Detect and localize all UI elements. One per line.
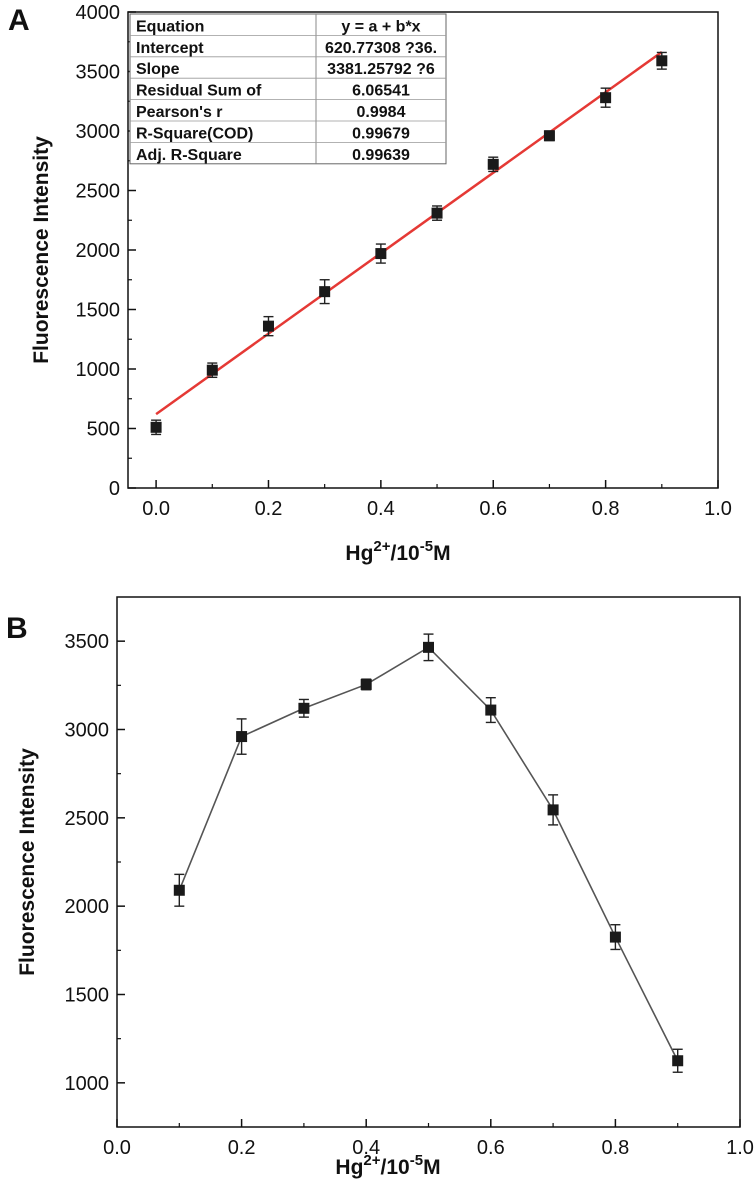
x-axis-label-a: Hg2+/10-5M xyxy=(345,538,450,565)
marker xyxy=(609,931,621,943)
marker xyxy=(360,678,372,690)
stats-table-value: 3381.25792 ?6 xyxy=(327,61,435,78)
stats-table-frame xyxy=(129,13,447,165)
marker xyxy=(543,130,555,142)
data-point xyxy=(672,1048,684,1073)
panel-label-b: B xyxy=(6,612,28,645)
y-tick-label: 500 xyxy=(87,419,120,441)
marker xyxy=(423,641,434,653)
x-tick-label: 0.2 xyxy=(228,1137,256,1159)
x-axis-label-b: Hg2+/10-5M xyxy=(335,1152,440,1179)
fit-line-a xyxy=(155,50,663,416)
data-point xyxy=(319,279,331,305)
y-tick-label: 0 xyxy=(109,478,120,500)
y-axis-b: 1000 1500 2000 2500 3000 3500 xyxy=(65,631,125,1095)
data-point xyxy=(543,130,555,142)
x-tick-label: 0.6 xyxy=(477,1137,505,1159)
marker xyxy=(173,884,185,896)
x-tick-label: 0.4 xyxy=(367,498,395,520)
stats-table-value: 620.77308 ?36. xyxy=(325,40,437,57)
y-tick-label: 1000 xyxy=(65,1073,110,1095)
y-tick-label: 2000 xyxy=(65,896,110,918)
marker xyxy=(672,1055,684,1067)
data-point xyxy=(173,873,185,907)
data-point xyxy=(236,718,248,755)
marker xyxy=(547,804,559,816)
x-tick-label: 0.4 xyxy=(352,1137,380,1159)
stats-table-key: Intercept xyxy=(136,40,204,57)
y-axis-label-a: Fluorescence Intensity xyxy=(30,136,53,364)
stats-table: Equation y = a + b*x Intercept 620.77308 ?3… xyxy=(129,13,447,165)
panel-label-a: A xyxy=(8,4,30,37)
x-tick-label: 0.0 xyxy=(142,498,170,520)
marker xyxy=(150,421,162,433)
data-point xyxy=(600,87,612,108)
marker xyxy=(375,248,387,260)
marker xyxy=(600,92,612,104)
marker xyxy=(206,364,218,376)
data-point xyxy=(375,243,387,264)
x-tick-label: 0.6 xyxy=(479,498,507,520)
data-points-b xyxy=(173,633,684,1073)
y-tick-label: 2000 xyxy=(76,240,121,262)
marker xyxy=(236,731,248,743)
x-tick-label: 1.0 xyxy=(704,498,732,520)
series-line-b xyxy=(178,646,679,1062)
data-points-a xyxy=(150,51,668,436)
x-tick-label: 1.0 xyxy=(726,1137,754,1159)
marker xyxy=(487,158,499,170)
y-tick-label: 3000 xyxy=(65,720,110,742)
plot-frame-b xyxy=(116,596,741,1128)
y-tick-label: 2500 xyxy=(76,181,121,203)
y-axis-label-b: Fluorescence Intensity xyxy=(16,748,39,976)
data-point xyxy=(609,924,621,951)
stats-table-key: Equation xyxy=(136,18,204,35)
x-tick-label: 0.8 xyxy=(601,1137,629,1159)
y-tick-label: 1000 xyxy=(76,359,121,381)
stats-table-value: 6.06541 xyxy=(352,83,410,100)
marker xyxy=(298,702,310,714)
x-axis-a: 0.0 0.2 0.4 0.6 0.8 1.0 xyxy=(142,480,732,520)
marker xyxy=(431,207,443,219)
y-tick-label: 4000 xyxy=(76,2,121,24)
data-point xyxy=(360,678,372,691)
stats-table-value: y = a + b*x xyxy=(341,18,420,35)
data-point xyxy=(656,51,668,70)
stats-table-key: Slope xyxy=(136,61,180,78)
stats-table-key: Residual Sum of xyxy=(136,83,262,100)
stats-table-key: Pearson's r xyxy=(136,104,223,121)
data-point xyxy=(206,362,218,379)
x-axis-b: 0.0 0.2 0.4 0.6 0.8 1.0 xyxy=(103,1119,754,1159)
y-tick-label: 3500 xyxy=(65,631,110,653)
marker xyxy=(262,320,274,332)
data-point xyxy=(298,698,310,718)
data-point xyxy=(485,697,497,724)
marker xyxy=(485,704,497,716)
data-point xyxy=(487,156,499,173)
stats-table-value: 0.9984 xyxy=(357,104,406,121)
stats-table-key: R-Square(COD) xyxy=(136,125,253,142)
y-tick-label: 3500 xyxy=(76,62,121,84)
y-axis-a: 0 500 1000 1500 2000 2500 3000 3500 4000 xyxy=(76,2,136,500)
data-point xyxy=(262,315,274,337)
marker xyxy=(319,286,331,298)
data-point xyxy=(547,794,559,826)
y-tick-label: 2500 xyxy=(65,808,110,830)
data-point xyxy=(423,633,434,662)
stats-table-value: 0.99679 xyxy=(352,125,410,142)
x-tick-label: 0.8 xyxy=(592,498,620,520)
marker xyxy=(656,55,668,67)
y-tick-label: 3000 xyxy=(76,121,121,143)
x-tick-label: 0.0 xyxy=(103,1137,131,1159)
stats-table-key: Adj. R-Square xyxy=(136,147,242,164)
stats-table-value: 0.99639 xyxy=(352,147,410,164)
data-point xyxy=(431,205,443,221)
data-point xyxy=(150,419,162,436)
y-tick-label: 1500 xyxy=(76,300,121,322)
x-tick-label: 0.2 xyxy=(255,498,283,520)
y-tick-label: 1500 xyxy=(65,985,110,1007)
